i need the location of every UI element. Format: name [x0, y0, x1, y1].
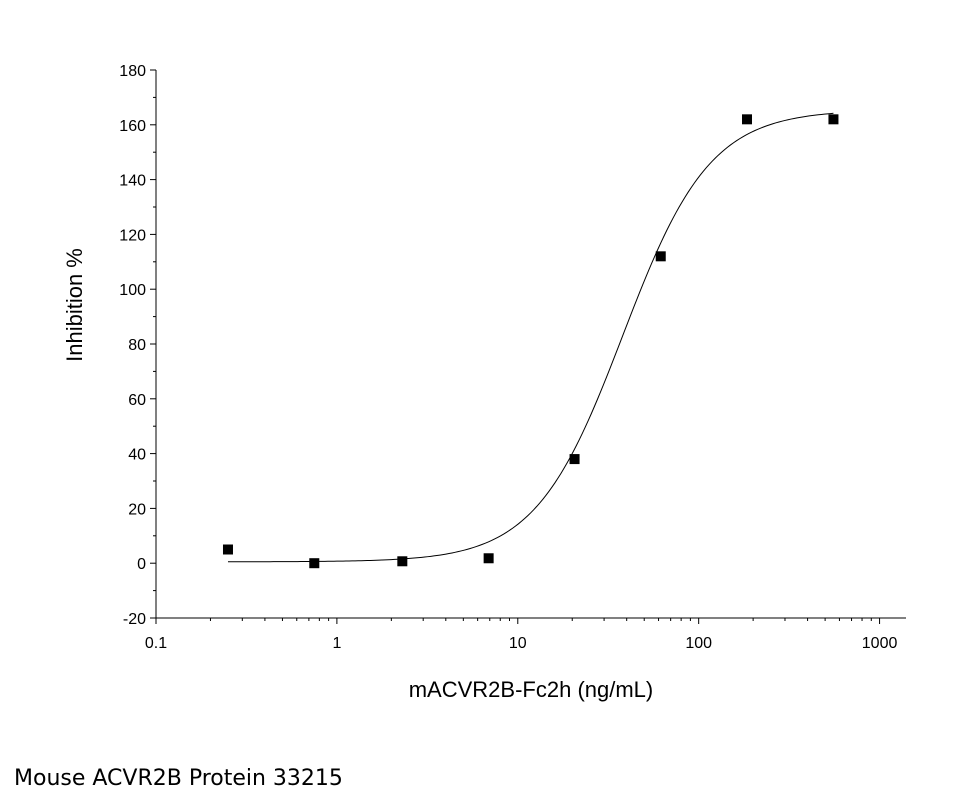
y-tick-label: 160: [119, 118, 146, 135]
y-tick-label: 40: [128, 447, 146, 464]
figure-caption: Mouse ACVR2B Protein 33215: [14, 766, 343, 791]
data-points: [222, 114, 839, 569]
data-point: [397, 556, 408, 567]
axes: [155, 70, 906, 619]
fit-curve: [227, 112, 834, 563]
y-tick-label: 120: [119, 227, 146, 244]
data-point: [569, 454, 580, 465]
data-point: [742, 114, 753, 125]
x-tick-label: 1: [332, 635, 341, 652]
y-axis-ticks: -20 0 20 40 60 80 100 120 140 160 180: [119, 63, 156, 628]
y-axis-title: Inhibition %: [62, 248, 87, 362]
x-axis-ticks: 0.1 1 10 100 1000: [145, 618, 898, 652]
x-axis-title: mACVR2B-Fc2h (ng/mL): [409, 677, 654, 702]
y-tick-label: 0: [137, 556, 146, 573]
y-tick-label: 80: [128, 337, 146, 354]
x-tick-label: 1000: [862, 635, 898, 652]
x-tick-label: 100: [685, 635, 712, 652]
data-point: [483, 553, 494, 564]
x-tick-label: 0.1: [145, 635, 167, 652]
y-tick-label: -20: [123, 611, 146, 628]
y-tick-label: 60: [128, 392, 146, 409]
y-tick-label: 20: [128, 501, 146, 518]
y-tick-label: 140: [119, 173, 146, 190]
chart: -20 0 20 40 60 80 100 120 140 160 180 0.1 1 10 100 100…: [62, 63, 906, 702]
x-tick-label: 10: [509, 635, 527, 652]
y-tick-label: 180: [119, 63, 146, 80]
data-point: [309, 558, 320, 569]
data-point: [828, 114, 839, 125]
data-point: [655, 251, 666, 262]
y-tick-label: 100: [119, 282, 146, 299]
data-point: [222, 544, 233, 555]
